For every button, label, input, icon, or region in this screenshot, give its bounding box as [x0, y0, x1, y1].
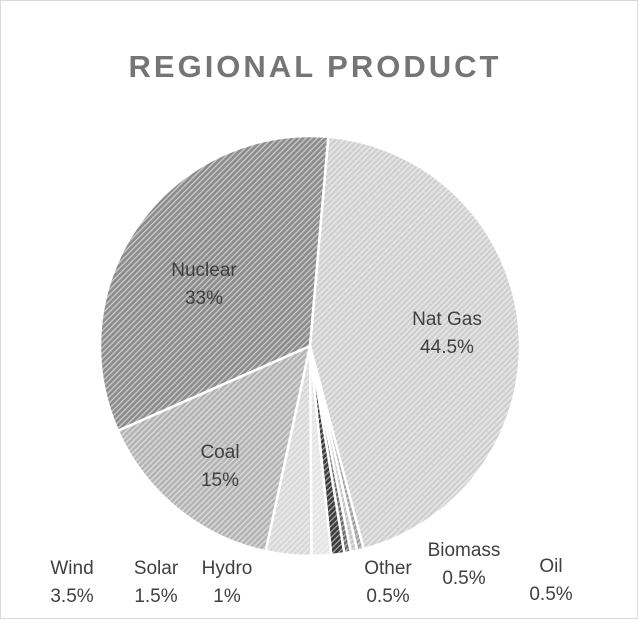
slice-label-oil: Oil 0.5%	[529, 556, 573, 605]
pie-slice-coal	[116, 344, 312, 553]
slice-label-biomass: Biomass 0.5%	[427, 540, 501, 589]
slice-label-nat-gas: Nat Gas 44.5%	[412, 309, 482, 358]
pie-slice-nat-gas	[308, 135, 522, 551]
chart-title: REGIONAL PRODUCT	[128, 49, 502, 84]
slice-label-wind: Wind 3.5%	[50, 558, 94, 607]
slice-label-hydro: Hydro 1%	[201, 558, 253, 607]
slice-label-solar: Solar 1.5%	[133, 558, 179, 607]
pie-slice-nuclear	[98, 134, 330, 432]
slice-label-other: Other 0.5%	[364, 558, 412, 607]
slice-label-nuclear: Nuclear 33%	[171, 260, 237, 309]
slice-label-coal: Coal 15%	[200, 442, 240, 491]
